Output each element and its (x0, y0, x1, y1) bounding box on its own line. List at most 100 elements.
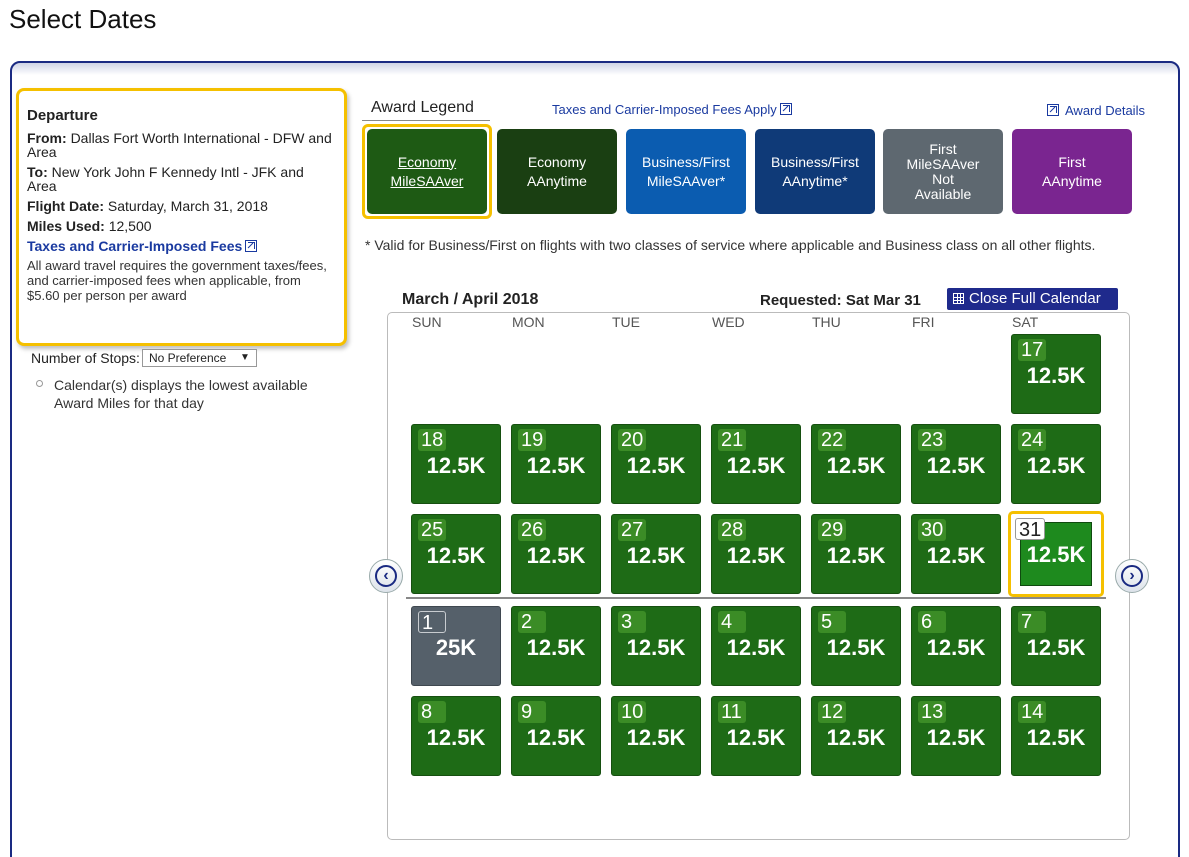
day-of-week-label: FRI (912, 314, 935, 330)
day-miles: 12.5K (526, 543, 586, 568)
day-number: 18 (418, 429, 447, 451)
legend-tile-line: MileSAAver* (646, 172, 726, 189)
day-miles: 12.5K (526, 635, 586, 660)
calendar-day[interactable]: 9 12.5K (511, 696, 601, 776)
day-miles: 12.5K (726, 635, 786, 660)
day-miles: 12.5K (426, 543, 486, 568)
legend-tile-line: AAnytime* (782, 172, 848, 189)
page-title: Select Dates (9, 4, 157, 34)
day-miles: 12.5K (726, 725, 786, 750)
calendar-day[interactable]: 14 12.5K (1011, 696, 1101, 776)
next-week-button[interactable]: › (1115, 559, 1149, 593)
external-link-icon (1047, 104, 1059, 116)
day-of-week-label: MON (512, 314, 545, 330)
calendar-day[interactable]: 19 12.5K (511, 424, 601, 504)
calendar-day[interactable]: 2 12.5K (511, 606, 601, 686)
day-miles: 12.5K (826, 725, 886, 750)
day-number: 20 (618, 429, 647, 451)
legend-tile-line: MileSAAver (906, 155, 980, 172)
day-miles: 12.5K (726, 453, 786, 478)
calendar-day[interactable]: 28 12.5K (711, 514, 801, 594)
legend-tile: First AAnytime (1012, 129, 1132, 214)
chevron-right-icon: › (1121, 565, 1143, 587)
to-value: New York John F Kennedy Intl - JFK and A… (27, 164, 304, 194)
chevron-left-icon: ‹ (375, 565, 397, 587)
prev-week-button[interactable]: ‹ (369, 559, 403, 593)
close-calendar-button[interactable]: Close Full Calendar (947, 288, 1118, 310)
calendar-day[interactable]: 21 12.5K (711, 424, 801, 504)
from-label: From: (27, 130, 67, 146)
valid-note: * Valid for Business/First on flights wi… (365, 237, 1096, 253)
calendar-day[interactable]: 22 12.5K (811, 424, 901, 504)
calendar-month: March / April 2018 (402, 291, 539, 308)
from-row: From: Dallas Fort Worth International - … (27, 131, 336, 159)
calendar-day[interactable]: 1 25K (411, 606, 501, 686)
legend-tile: Economy AAnytime (497, 129, 617, 214)
day-miles: 12.5K (826, 543, 886, 568)
miles-used-value: 12,500 (108, 218, 152, 234)
legend-tile-line: First (1058, 153, 1086, 170)
calendar-day[interactable]: 23 12.5K (911, 424, 1001, 504)
calendar-day[interactable]: 24 12.5K (1011, 424, 1101, 504)
calendar-day[interactable]: 17 12.5K (1011, 334, 1101, 414)
day-miles: 12.5K (1026, 363, 1086, 388)
day-number: 1 (418, 611, 446, 634)
calendar-day[interactable]: 7 12.5K (1011, 606, 1101, 686)
day-miles: 12.5K (926, 453, 986, 478)
to-row: To: New York John F Kennedy Intl - JFK a… (27, 165, 336, 193)
calendar-day-selected[interactable]: 31 12.5K (1008, 511, 1104, 597)
taxes-fees-link[interactable]: Taxes and Carrier-Imposed Fees (27, 239, 336, 253)
calendar-day[interactable]: 11 12.5K (711, 696, 801, 776)
calendar-day[interactable]: 13 12.5K (911, 696, 1001, 776)
day-number: 19 (518, 429, 547, 451)
day-number: 9 (518, 701, 546, 723)
calendar-day[interactable]: 5 12.5K (811, 606, 901, 686)
legend-title: Award Legend (362, 99, 490, 121)
departure-summary: Departure From: Dallas Fort Worth Intern… (16, 88, 347, 346)
taxes-fees-link-text: Taxes and Carrier-Imposed Fees (27, 238, 243, 254)
calendar-day[interactable]: 6 12.5K (911, 606, 1001, 686)
day-number: 7 (1018, 611, 1046, 633)
legend-tile: First MileSAAver Not Available (883, 129, 1003, 214)
day-number: 5 (818, 611, 846, 633)
day-miles: 12.5K (926, 725, 986, 750)
calendar-day[interactable]: 12 12.5K (811, 696, 901, 776)
calendar-day[interactable]: 25 12.5K (411, 514, 501, 594)
day-miles: 12.5K (626, 453, 686, 478)
day-number: 3 (618, 611, 646, 633)
legend-tile-line: AAnytime (1042, 172, 1102, 189)
calendar-day[interactable]: 4 12.5K (711, 606, 801, 686)
calendar-day[interactable]: 27 12.5K (611, 514, 701, 594)
calendar-day[interactable]: 29 12.5K (811, 514, 901, 594)
departure-heading: Departure (27, 107, 98, 124)
calendar-day[interactable]: 8 12.5K (411, 696, 501, 776)
legend-selected-frame (362, 124, 492, 219)
day-of-week-label: SAT (1012, 314, 1039, 330)
day-number: 27 (618, 519, 647, 541)
legend-fees-link-text: Taxes and Carrier-Imposed Fees Apply (552, 102, 777, 117)
stops-select[interactable]: No Preference ▼ (141, 349, 257, 367)
award-details-link[interactable]: Award Details (1047, 103, 1145, 118)
day-miles: 12.5K (1026, 453, 1086, 478)
legend-fees-link[interactable]: Taxes and Carrier-Imposed Fees Apply (552, 102, 792, 117)
calendar-day[interactable]: 26 12.5K (511, 514, 601, 594)
legend-tile: Business/First AAnytime* (755, 129, 875, 214)
stops-label: Number of Stops: (31, 350, 140, 366)
day-number: 30 (918, 519, 947, 541)
calendar-day[interactable]: 10 12.5K (611, 696, 701, 776)
calendar-day[interactable]: 18 12.5K (411, 424, 501, 504)
calendar-day[interactable]: 3 12.5K (611, 606, 701, 686)
award-details-text: Award Details (1065, 103, 1145, 118)
day-of-week-label: THU (812, 314, 841, 330)
day-of-week-label: WED (712, 314, 745, 330)
legend-tile-line: Not (932, 170, 954, 187)
legend-tile: Economy MileSAAver (367, 129, 487, 214)
calendar-day[interactable]: 20 12.5K (611, 424, 701, 504)
legend-tile-line: Economy (527, 153, 587, 170)
day-number: 17 (1018, 339, 1047, 361)
day-number: 8 (418, 701, 446, 723)
flight-date-row: Flight Date: Saturday, March 31, 2018 (27, 199, 336, 213)
day-miles: 12.5K (926, 635, 986, 660)
calendar-day[interactable]: 30 12.5K (911, 514, 1001, 594)
miles-used-label: Miles Used: (27, 218, 105, 234)
